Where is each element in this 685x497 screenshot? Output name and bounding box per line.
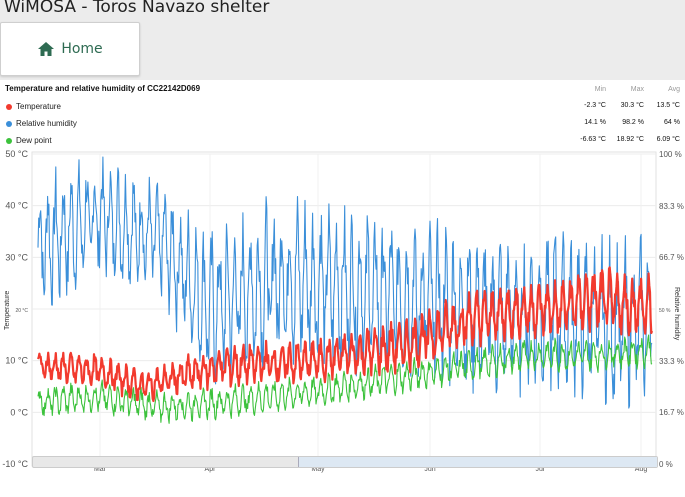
left-axis-label: Temperature [4, 291, 11, 330]
series-line-relative-humidity [37, 156, 653, 409]
month-tick-label: Jun [424, 466, 435, 473]
home-icon [38, 42, 55, 56]
right-tick-label: 50 % [659, 308, 671, 314]
legend-dot-temperature [6, 103, 12, 110]
dew-point-max: 18.92 °C [616, 136, 644, 143]
time-range-scrollbar[interactable] [32, 456, 658, 468]
left-tick-label: 0 °C [10, 407, 28, 417]
dew-point-min: -6.63 °C [580, 136, 606, 143]
stats-header-min: Min [594, 86, 606, 93]
right-tick-label: 100 % [659, 150, 682, 159]
app-title: WiMOSA - Toros Navazo shelter [4, 0, 270, 17]
dew-point-avg: 6.09 °C [656, 136, 680, 143]
legend-relative-humidity[interactable]: Relative humidity [6, 119, 77, 128]
home-button[interactable]: Home [0, 22, 140, 76]
axis-ticks: 50 °C 40 °C 30 °C 20 °C 10 °C 0 °C -10 °C 100 %… [2, 149, 684, 473]
stats-header-max: Max [630, 86, 644, 93]
month-tick-label: Jul [536, 466, 545, 473]
month-tick-label: May [311, 466, 325, 473]
home-button-label: Home [61, 41, 103, 57]
series-line-temperature [36, 266, 654, 403]
humidity-max: 98.2 % [622, 119, 644, 126]
temperature-max: 30.3 °C [620, 102, 644, 109]
humidity-min: 14.1 % [584, 119, 606, 126]
legend-label-temperature: Temperature [16, 102, 61, 111]
temperature-avg: 13.5 °C [656, 102, 680, 109]
month-tick-label: Apr [205, 466, 217, 473]
left-tick-label: 10 °C [5, 356, 28, 366]
left-tick-label: -10 °C [2, 459, 28, 469]
left-tick-label: 20 °C [15, 308, 28, 314]
time-range-thumb[interactable] [298, 457, 657, 467]
left-tick-label: 40 °C [5, 201, 28, 211]
left-tick-label: 30 °C [5, 252, 28, 262]
right-axis-label: Relative humidity [673, 287, 680, 341]
legend-dot-humidity [6, 120, 12, 127]
right-tick-label: 83.3 % [659, 202, 684, 211]
legend-label-humidity: Relative humidity [16, 119, 77, 128]
right-tick-label: 66.7 % [659, 253, 684, 262]
legend-temperature[interactable]: Temperature [6, 102, 61, 111]
humidity-avg: 64 % [664, 119, 680, 126]
stats-header-avg: Avg [668, 86, 680, 93]
month-tick-label: Aug [635, 466, 648, 473]
month-tick-label: Mar [94, 466, 107, 473]
series-layer [36, 156, 654, 424]
legend-label-dew-point: Dew point [16, 136, 52, 145]
left-tick-label: 50 °C [5, 149, 28, 159]
series-line-dew-point [37, 334, 653, 424]
legend-dew-point[interactable]: Dew point [6, 136, 52, 145]
right-tick-label: 33.3 % [659, 357, 684, 366]
right-tick-label: 0 % [659, 460, 673, 469]
right-tick-label: 16.7 % [659, 408, 684, 417]
temperature-min: -2.3 °C [584, 102, 606, 109]
chart-title: Temperature and relative humidity of CC2… [5, 84, 201, 93]
legend-dot-dew-point [6, 137, 12, 144]
